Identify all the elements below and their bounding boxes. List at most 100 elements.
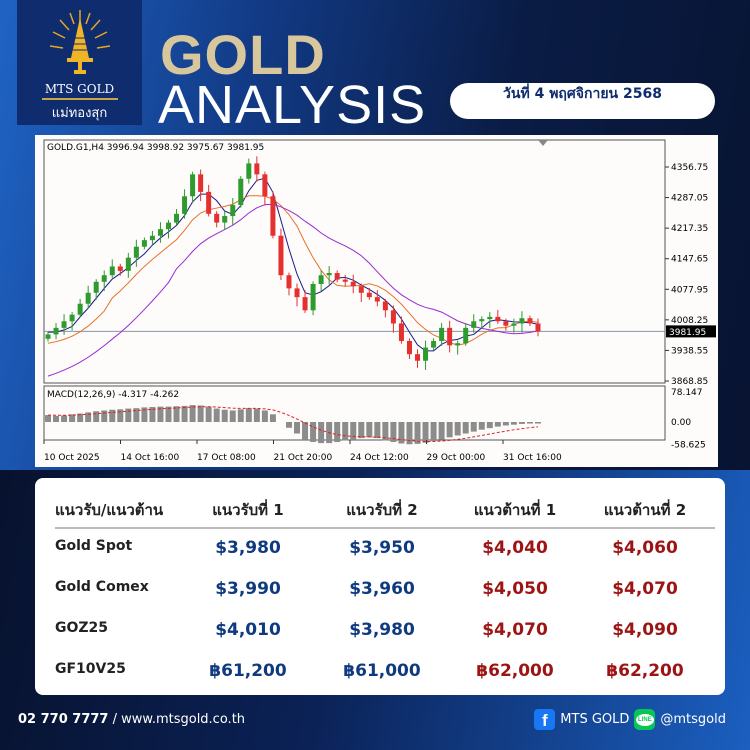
candle-body: [390, 310, 396, 324]
candle-body: [495, 316, 501, 322]
candle-body: [406, 341, 412, 355]
candle-body: [342, 279, 348, 282]
moving-average-line: [47, 203, 539, 377]
macd-histogram-bar: [358, 422, 365, 439]
last-price-label: 3981.95: [669, 328, 706, 338]
macd-histogram-bar: [318, 422, 325, 444]
macd-histogram-bar: [470, 422, 477, 432]
macd-histogram-bar: [205, 406, 212, 422]
chart-svg: GOLD.G1,H4 3996.94 3998.92 3975.67 3981.…: [43, 139, 716, 463]
x-tick-label: 24 Oct 12:00: [350, 453, 409, 463]
y-tick-label: 4217.35: [671, 224, 708, 234]
candle-body: [45, 334, 51, 339]
support-resistance-table: แนวรับ/แนวต้าน แนวรับที่ 1 แนวรับที่ 2 แ…: [35, 478, 725, 695]
macd-histogram-bar: [342, 422, 349, 441]
resistance-r2: $4,070: [612, 579, 678, 599]
candle-body: [270, 196, 276, 236]
candle-body: [101, 275, 107, 282]
macd-histogram-bar: [237, 409, 244, 422]
macd-panel-frame: [43, 385, 666, 441]
moving-average-line: [47, 177, 539, 352]
candle-body: [262, 174, 268, 197]
y-tick-label: 4287.05: [671, 194, 708, 204]
resistance-r2: ฿62,200: [606, 661, 684, 681]
macd-histogram-bar: [502, 422, 509, 426]
macd-histogram-bar: [382, 422, 389, 441]
logo-divider: [41, 98, 118, 100]
candle-body: [85, 292, 91, 304]
candle-body: [157, 229, 163, 236]
macd-histogram-bar: [454, 422, 461, 436]
table-row: GF10V25 ฿61,200 ฿61,000 ฿62,000 ฿62,200: [35, 661, 725, 691]
candle-body: [358, 286, 364, 293]
candle-body: [503, 321, 509, 326]
macd-histogram-bar: [69, 414, 76, 422]
macd-histogram-bar: [221, 409, 228, 422]
candle-body: [423, 347, 429, 361]
line-handle[interactable]: @mtsgold: [660, 712, 726, 727]
candle-body: [165, 222, 171, 230]
phone[interactable]: 02 770 7777: [18, 712, 109, 727]
candle-body: [125, 257, 131, 271]
brand-name-th: แม่ทองสุก: [51, 106, 108, 121]
macd-histogram-bar: [173, 406, 180, 422]
macd-histogram-bar: [149, 407, 156, 422]
price-chart: GOLD.G1,H4 3996.94 3998.92 3975.67 3981.…: [35, 135, 718, 467]
macd-histogram-bar: [374, 422, 381, 439]
macd-histogram-bar: [478, 422, 485, 430]
macd-histogram-bar: [486, 422, 493, 429]
macd-signal-line: [47, 406, 539, 443]
macd-histogram-bar: [494, 422, 501, 427]
candle-body: [318, 275, 324, 284]
table-row: Gold Spot $3,980 $3,950 $4,040 $4,060: [35, 538, 725, 568]
y-tick-label: 4077.95: [671, 285, 708, 295]
macd-histogram-bar: [518, 422, 525, 424]
candle-body: [93, 281, 99, 293]
line-icon[interactable]: LINE: [634, 709, 656, 730]
website[interactable]: / www.mtsgold.co.th: [108, 712, 246, 727]
macd-histogram-bar: [133, 408, 140, 422]
row-name: Gold Spot: [55, 538, 133, 554]
candle-body: [61, 321, 67, 328]
macd-histogram-bar: [117, 409, 124, 422]
macd-histogram-bar: [197, 405, 204, 422]
candle-body: [415, 354, 421, 361]
header-s2: แนวรับที่ 2: [346, 501, 418, 519]
x-tick-label: 31 Oct 16:00: [503, 453, 562, 463]
support-s1: $4,010: [215, 620, 281, 640]
table-row: Gold Comex $3,990 $3,960 $4,050 $4,070: [35, 579, 725, 609]
facebook-icon[interactable]: f: [534, 709, 556, 730]
social-links: f MTS GOLD LINE @mtsgold: [534, 709, 726, 730]
shift-marker-icon: [538, 140, 548, 146]
candle-body: [133, 246, 139, 258]
brand-name-en: MTS GOLD: [44, 82, 115, 96]
title-gold: GOLD: [160, 23, 326, 86]
candle-body: [366, 292, 372, 298]
candle-body: [463, 327, 469, 344]
y-tick-label: 4356.75: [671, 163, 708, 173]
macd-histogram-bar: [53, 415, 60, 422]
macd-histogram-bar: [422, 422, 429, 443]
candle-body: [117, 266, 123, 271]
candle-body: [431, 341, 437, 348]
macd-histogram-bar: [294, 422, 301, 434]
candle-body: [374, 297, 380, 302]
macd-histogram-bar: [310, 422, 317, 442]
candle-body: [214, 213, 220, 223]
candle-body: [206, 191, 212, 214]
macd-histogram-bar: [446, 422, 453, 438]
facebook-handle[interactable]: MTS GOLD: [560, 712, 630, 727]
table-row: GOZ25 $4,010 $3,980 $4,070 $4,090: [35, 620, 725, 650]
title-analysis: ANALYSIS: [158, 75, 427, 135]
macd-histogram-bar: [157, 406, 164, 422]
candle-body: [455, 343, 461, 346]
candle-body: [447, 327, 453, 346]
candle-body: [487, 316, 493, 320]
macd-histogram-bar: [189, 405, 196, 422]
resistance-r1: $4,050: [482, 579, 548, 599]
support-s2: $3,950: [349, 538, 415, 558]
candle-body: [230, 205, 236, 217]
x-tick-label: 17 Oct 08:00: [197, 453, 256, 463]
macd-histogram-bar: [510, 422, 517, 425]
macd-histogram-bar: [269, 414, 276, 422]
